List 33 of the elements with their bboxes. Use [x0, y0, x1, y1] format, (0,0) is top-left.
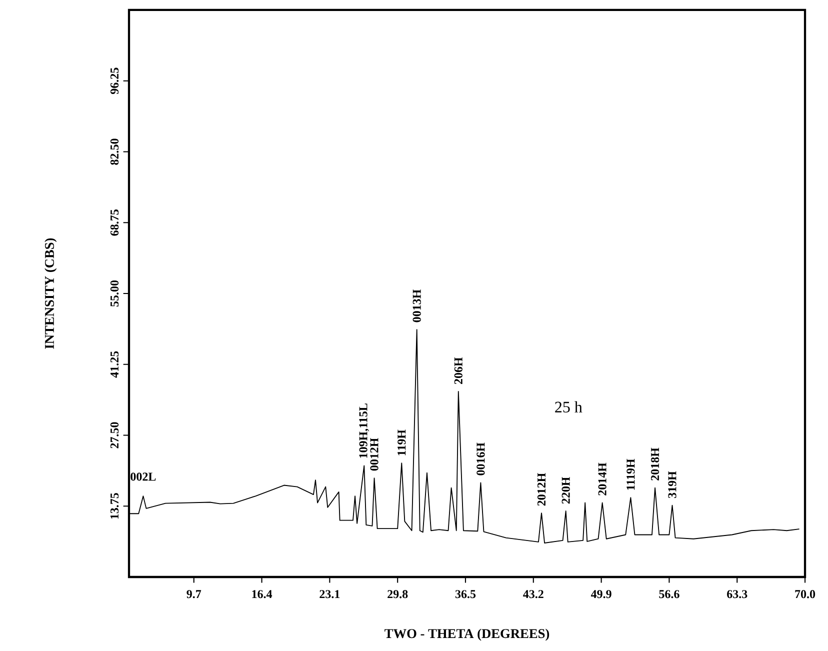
- annotation: 0013H: [412, 290, 421, 322]
- annotation: 220H: [562, 476, 570, 504]
- x-tick-label: 43.2: [523, 590, 544, 598]
- x-tick-label: 23.1: [320, 590, 340, 598]
- annotation: 206H: [454, 357, 462, 384]
- annotation: 0012H: [370, 438, 378, 471]
- annotation: 1119H: [626, 458, 635, 490]
- x-tick-label: 63.3: [727, 590, 748, 598]
- x-tick-label: 16.4: [252, 590, 272, 598]
- annotation: 002L: [130, 472, 156, 481]
- x-tick-label: 29.8: [388, 590, 408, 598]
- y-tick-label: 55.00: [110, 280, 119, 307]
- y-tick-label: 13.75: [110, 493, 119, 519]
- y-axis-title: INTENSITY (CBS): [44, 238, 57, 349]
- annotation: 2014H: [598, 462, 606, 496]
- annotation: 319H: [668, 471, 676, 498]
- y-tick-label: 41.25: [110, 351, 119, 378]
- x-tick-label: 70.0: [795, 590, 816, 598]
- annotation: 109H,115L: [359, 404, 370, 458]
- y-tick-label: 82.50: [110, 138, 119, 165]
- x-tick-label: 49.9: [590, 590, 612, 598]
- annotation: 119H: [398, 430, 406, 456]
- x-tick-label: 9.7: [186, 590, 202, 598]
- annotation: 2012H: [537, 473, 546, 506]
- y-tick-label: 96.25: [110, 68, 119, 94]
- annotation: 2018H: [650, 448, 660, 480]
- y-tick-label: 68.75: [110, 210, 119, 236]
- x-axis-title: TWO - THETA (DEGREES): [384, 628, 550, 641]
- annotation: 25 h: [555, 401, 582, 413]
- x-tick-label: 36.5: [455, 590, 476, 598]
- x-tick-label: 56.6: [659, 590, 680, 598]
- y-tick-label: 27.50: [110, 422, 119, 448]
- annotation: 0016H: [476, 442, 485, 476]
